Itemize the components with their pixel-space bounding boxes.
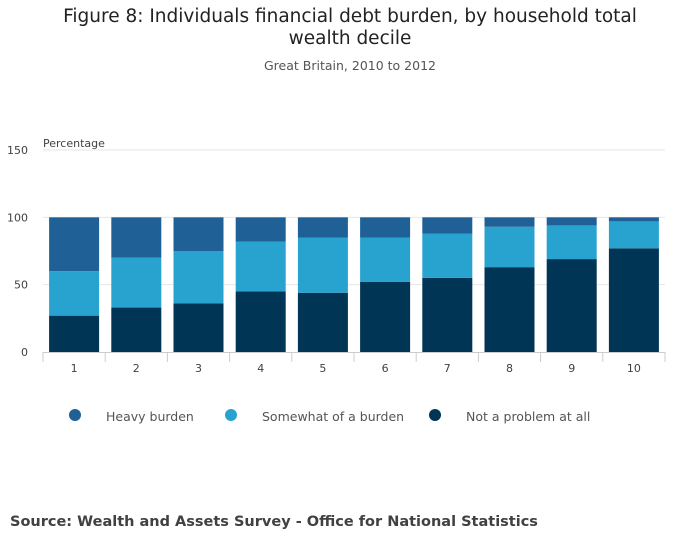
bar-segment[interactable] [111, 217, 162, 258]
y-tick-label: 150 [7, 144, 28, 157]
bar-segment[interactable] [235, 241, 286, 292]
bar-segment[interactable] [360, 217, 411, 238]
bar-segment[interactable] [173, 303, 224, 352]
legend-label[interactable]: Heavy burden [106, 409, 194, 424]
source-note: Source: Wealth and Assets Survey - Offic… [10, 514, 538, 530]
x-tick-label: 6 [382, 362, 389, 375]
y-tick-label: 50 [14, 279, 28, 292]
bar-segment[interactable] [111, 257, 162, 308]
bar-segment[interactable] [546, 259, 597, 352]
bar-segment[interactable] [484, 226, 535, 268]
x-tick-label: 2 [133, 362, 140, 375]
axes: 1 2 3 4 5 6 7 8 9 10 [42, 352, 666, 375]
x-tick-label: 3 [195, 362, 202, 375]
x-tick-label: 5 [319, 362, 326, 375]
bar-segment[interactable] [297, 292, 348, 352]
bar-segment[interactable] [297, 237, 348, 293]
bar-segment[interactable] [608, 217, 659, 222]
legend[interactable]: Heavy burden Somewhat of a burden Not a pr… [69, 409, 590, 424]
bar-segment[interactable] [360, 281, 411, 352]
bar-segment[interactable] [422, 277, 473, 352]
bar-segment[interactable] [173, 217, 224, 251]
bar-segment[interactable] [297, 217, 348, 238]
x-tick-label: 10 [627, 362, 641, 375]
bar-segment[interactable] [235, 217, 286, 242]
x-tick-label: 9 [568, 362, 575, 375]
x-tick-label: 1 [71, 362, 78, 375]
chart-title: Figure 8: Individuals financial debt bur… [63, 6, 637, 49]
bar-segment[interactable] [484, 267, 535, 352]
bar-segment[interactable] [422, 217, 473, 234]
bar-segment[interactable] [422, 233, 473, 278]
y-tick-label: 0 [21, 346, 28, 359]
bar-segment[interactable] [111, 307, 162, 352]
bar-segment[interactable] [49, 271, 100, 316]
legend-marker[interactable] [69, 409, 81, 421]
legend-label[interactable]: Not a problem at all [466, 409, 590, 424]
bar-segment[interactable] [546, 217, 597, 226]
x-tick-label: 4 [257, 362, 264, 375]
stacked-bar-chart: 0 50 100 150 1 2 3 4 5 6 7 8 9 10 Percentage Heavy b… [7, 137, 666, 424]
bar-segment[interactable] [608, 221, 659, 249]
x-tick-label: 7 [444, 362, 451, 375]
legend-marker[interactable] [225, 409, 237, 421]
bar-segment[interactable] [49, 217, 100, 272]
bar-segment[interactable] [49, 315, 100, 352]
y-tick-label: 100 [7, 211, 28, 224]
legend-label[interactable]: Somewhat of a burden [262, 409, 404, 424]
bar-segment[interactable] [608, 248, 659, 352]
bar-segment[interactable] [546, 225, 597, 260]
bars [49, 217, 659, 352]
chart-subtitle: Great Britain, 2010 to 2012 [264, 58, 436, 73]
y-axis-label: Percentage [43, 137, 105, 150]
x-tick-label: 8 [506, 362, 513, 375]
bar-segment[interactable] [360, 237, 411, 282]
bar-segment[interactable] [235, 291, 286, 352]
bar-segment[interactable] [484, 217, 535, 227]
bar-segment[interactable] [173, 251, 224, 304]
legend-marker[interactable] [429, 409, 441, 421]
